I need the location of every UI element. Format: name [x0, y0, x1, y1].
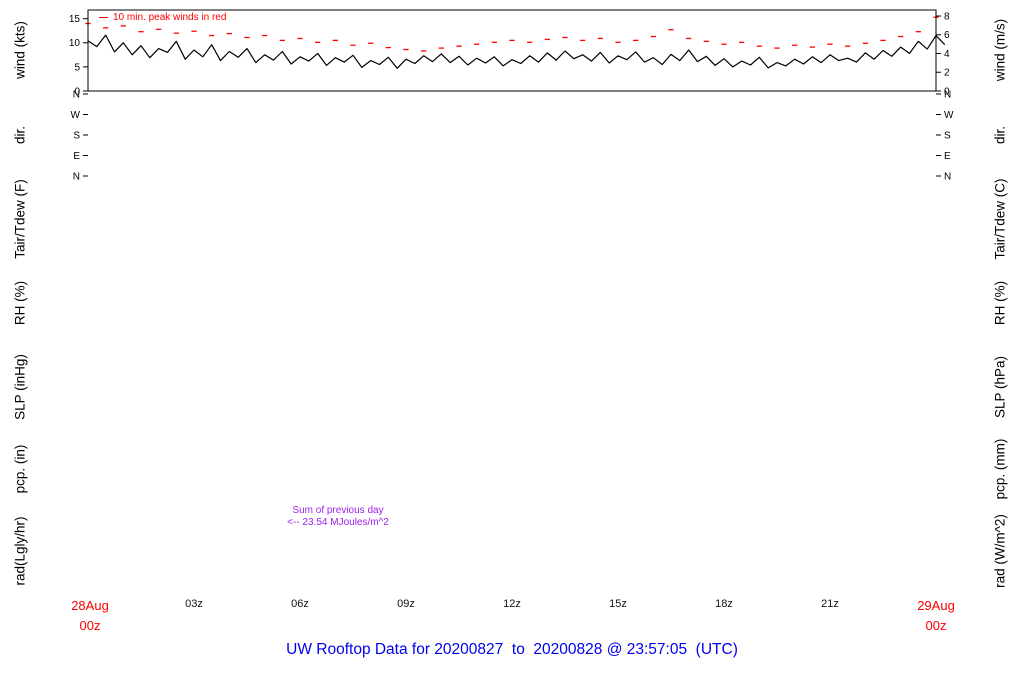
x-tick-03z: 03z [185, 598, 203, 610]
x-start-date-line2: 00z [79, 618, 101, 634]
x-start-date-label: 28Aug 00z [71, 596, 109, 636]
axis-label-slp-right: SLP (hPa) [992, 355, 1008, 419]
x-end-date-line2: 00z [925, 618, 947, 634]
y-tick-label-right: W [944, 110, 954, 121]
axis-label-tair-left: Tair/Tdew (F) [12, 179, 28, 259]
axis-label-rh-right: RH (%) [992, 280, 1008, 326]
y-tick-label-right: 8 [944, 11, 950, 22]
y-tick-label-right: N [944, 89, 951, 100]
y-tick-label-left: 0 [74, 86, 80, 97]
axis-label-wind-left: wind (kts) [12, 21, 28, 79]
x-start-date-line1: 28Aug [71, 598, 109, 613]
y-tick-label-left: 15 [69, 14, 81, 25]
x-tick-15z: 15z [609, 598, 627, 610]
axis-label-pcp-left: pcp. (in) [12, 444, 28, 494]
axis-label-pcp-right: pcp. (mm) [992, 438, 1008, 500]
axis-label-rad-right: rad (W/m^2) [992, 514, 1008, 588]
y-tick-label-right: 6 [944, 30, 950, 41]
wind_speed_kts-trace [87, 34, 946, 69]
panel-border-wind [87, 9, 937, 92]
peak-wind-legend-text: 10 min. peak winds in red [113, 12, 227, 23]
y-tick-label-left: S [73, 130, 80, 141]
y-tick-label-left: 10 [69, 38, 81, 49]
axis-label-tair-right: Tair/Tdew (C) [992, 178, 1008, 260]
x-tick-12z: 12z [503, 598, 521, 610]
y-tick-label-right: 0 [944, 86, 950, 97]
x-tick-06z: 06z [291, 598, 309, 610]
axis-label-rh-left: RH (%) [12, 280, 28, 326]
rad-sum-annotation-line1: Sum of previous day [292, 505, 384, 516]
axis-label-rad-left: rad(Lgly/hr) [12, 516, 28, 586]
axis-label-slp-left: SLP (inHg) [12, 354, 28, 420]
x-tick-18z: 18z [715, 598, 733, 610]
axis-label-wind-right: wind (m/s) [992, 18, 1008, 82]
x-tick-09z: 09z [397, 598, 415, 610]
axis-label-dir-right: dir. [992, 125, 1008, 145]
y-tick-label-left: N [73, 171, 80, 182]
red-dash-icon [99, 17, 108, 18]
y-tick-label-left: N [73, 89, 80, 100]
y-tick-label-right: S [944, 130, 951, 141]
axis-label-dir-left: dir. [12, 125, 28, 145]
x-tick-21z: 21z [821, 598, 839, 610]
y-tick-label-right: N [944, 171, 951, 182]
y-tick-label-right: 2 [944, 68, 950, 79]
x-end-date-label: 29Aug 00z [917, 596, 955, 636]
x-end-date-line1: 29Aug [917, 598, 955, 613]
y-tick-label-left: W [71, 110, 81, 121]
y-tick-label-left: E [73, 151, 80, 162]
page-title: UW Rooftop Data for 20200827 to 20200828… [286, 641, 738, 658]
y-tick-label-right: E [944, 151, 951, 162]
peak-wind-legend: 10 min. peak winds in red [99, 12, 226, 23]
y-tick-label-left: 5 [74, 62, 80, 73]
y-tick-label-right: 4 [944, 49, 950, 60]
rad-sum-annotation-line2: <-- 23.54 MJoules/m^2 [287, 517, 389, 528]
